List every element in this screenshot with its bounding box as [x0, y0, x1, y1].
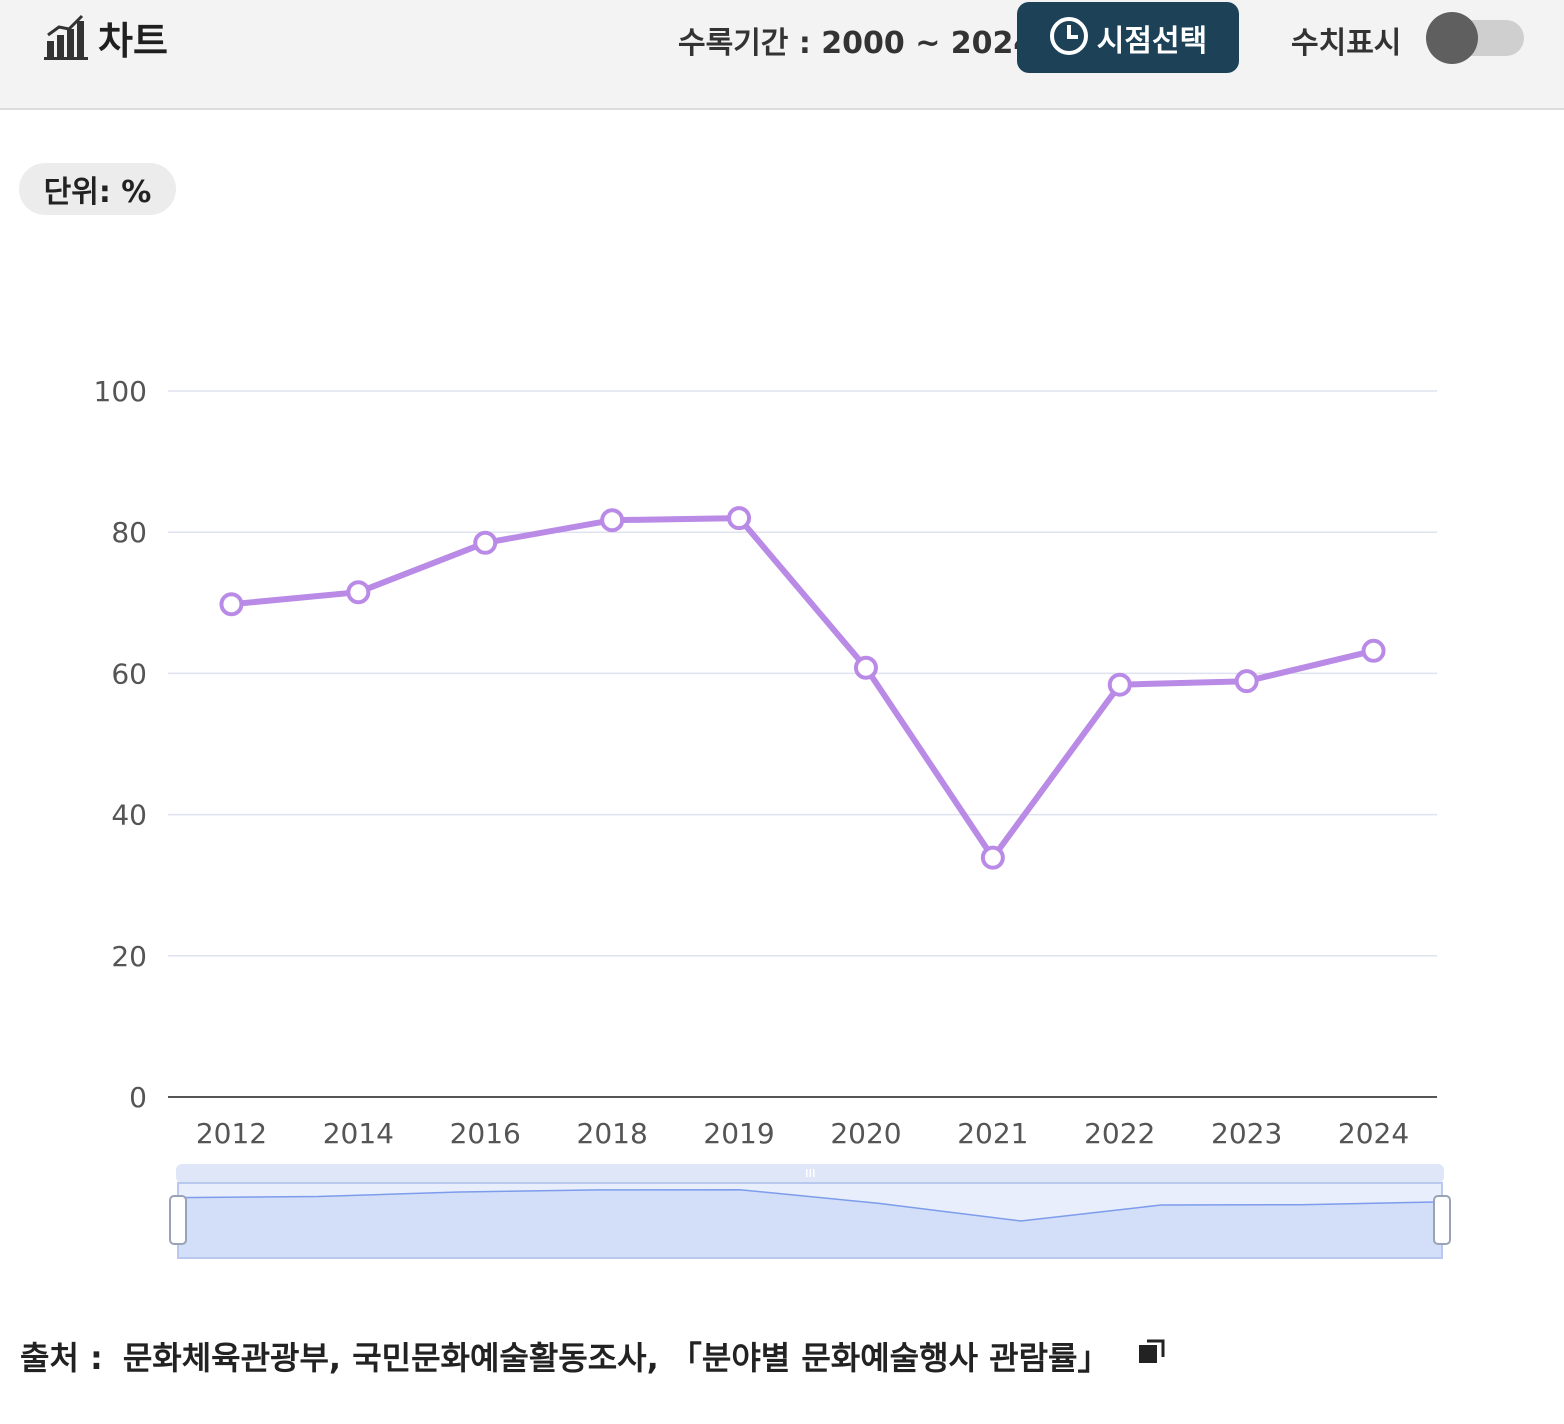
- unit-badge: 단위: %: [19, 163, 176, 215]
- record-period: 수록기간 : 2000 ~ 2024: [678, 26, 1035, 61]
- data-point[interactable]: [346, 580, 371, 605]
- navigator-line: [177, 1188, 1443, 1222]
- y-tick-label: 20: [111, 940, 147, 973]
- x-tick-label: 2014: [323, 1117, 394, 1150]
- data-point[interactable]: [600, 508, 625, 533]
- series-line: [228, 515, 1377, 861]
- navigator-grip: [809, 1169, 811, 1177]
- x-tick-label: 2012: [196, 1117, 267, 1150]
- data-point[interactable]: [727, 506, 752, 531]
- value-display-label: 수치표시: [1291, 26, 1402, 61]
- x-tick-label: 2022: [1084, 1117, 1155, 1150]
- clock-icon: [1049, 16, 1089, 60]
- navigator-right-handle[interactable]: [1433, 1195, 1451, 1245]
- x-tick-label: 2024: [1338, 1117, 1409, 1150]
- x-tick-label: 2023: [1211, 1117, 1282, 1150]
- navigator-grip: [813, 1169, 815, 1177]
- time-select-label: 시점선택: [1096, 23, 1208, 59]
- y-tick-label: 80: [111, 516, 147, 549]
- data-point[interactable]: [219, 592, 244, 617]
- time-select-button[interactable]: 시점선택: [1017, 2, 1239, 73]
- data-point[interactable]: [853, 655, 878, 680]
- x-tick-label: 2018: [577, 1117, 648, 1150]
- y-tick-label: 0: [129, 1081, 147, 1114]
- data-point[interactable]: [473, 530, 498, 555]
- data-point[interactable]: [1234, 669, 1259, 694]
- x-tick-label: 2021: [957, 1117, 1028, 1150]
- toolbar: 차트 수록기간 : 2000 ~ 2024 시점선택 수치표시: [0, 0, 1564, 110]
- y-tick-label: 60: [111, 657, 147, 690]
- value-display-toggle[interactable]: [1426, 12, 1524, 64]
- x-tick-label: 2020: [830, 1117, 901, 1150]
- x-tick-label: 2016: [450, 1117, 521, 1150]
- bar-chart-icon: [44, 13, 88, 61]
- data-point[interactable]: [1361, 638, 1386, 663]
- data-point[interactable]: [980, 845, 1005, 870]
- page-title: 차트: [98, 18, 168, 63]
- source-text: 문화체육관광부, 국민문화예술활동조사, 「분야별 문화예술행사 관람률」: [122, 1339, 1110, 1377]
- x-tick-label: 2019: [703, 1117, 774, 1150]
- copy-icon[interactable]: [1137, 1337, 1167, 1375]
- source-note: 출처 : 문화체육관광부, 국민문화예술활동조사, 「분야별 문화예술행사 관람…: [20, 1333, 1167, 1379]
- y-tick-label: 40: [111, 799, 147, 832]
- data-point[interactable]: [1107, 672, 1132, 697]
- navigator-left-handle[interactable]: [169, 1195, 187, 1245]
- toggle-knob[interactable]: [1426, 12, 1478, 64]
- navigator-area: [178, 1189, 1442, 1258]
- chart-heading: 차트: [44, 12, 168, 63]
- source-label: 출처 :: [20, 1339, 103, 1377]
- navigator-grip: [806, 1169, 808, 1177]
- line-chart: 100 80 60 40 20 0 2012 2014 2016 2018 2019 2020 2021…: [94, 375, 1451, 1259]
- y-tick-label: 100: [94, 375, 147, 408]
